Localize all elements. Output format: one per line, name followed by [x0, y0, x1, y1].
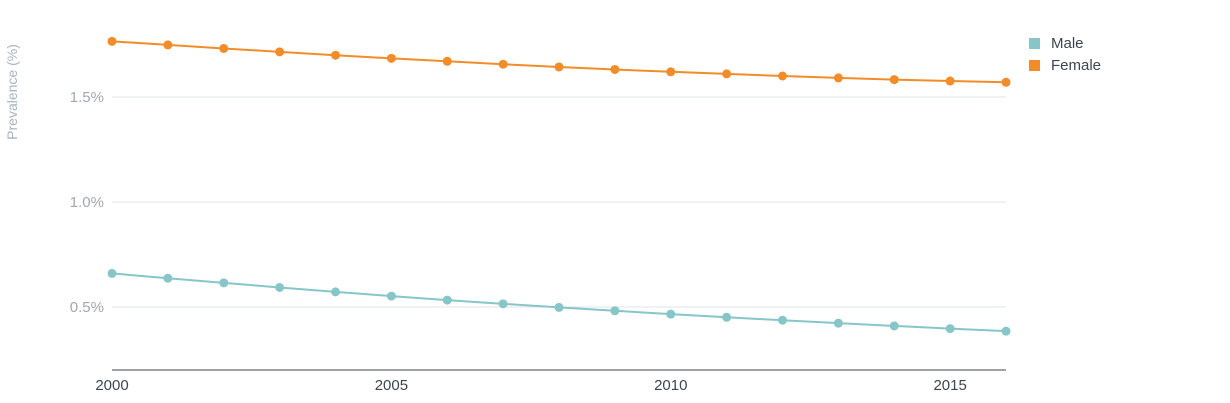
data-point-female[interactable]	[778, 71, 787, 81]
series-group	[107, 36, 1011, 336]
data-point-male[interactable]	[498, 299, 508, 309]
data-point-male[interactable]	[889, 321, 899, 331]
x-tick-label: 2005	[375, 377, 408, 394]
x-tick-label: 2015	[933, 377, 966, 394]
data-point-male[interactable]	[275, 282, 285, 292]
data-point-male[interactable]	[778, 315, 787, 325]
data-point-female[interactable]	[833, 73, 843, 83]
legend-label-female[interactable]: Female	[1051, 57, 1101, 74]
data-point-female[interactable]	[554, 62, 564, 72]
x-tick-label: 2010	[654, 377, 687, 394]
series-line-female	[111, 40, 1007, 84]
y-tick-label: 1.5%	[70, 89, 104, 106]
legend-swatch-female	[1029, 60, 1040, 71]
data-point-female[interactable]	[107, 36, 117, 46]
data-point-female[interactable]	[163, 40, 173, 50]
legend-label-male[interactable]: Male	[1051, 35, 1084, 52]
data-point-male[interactable]	[331, 287, 340, 297]
series-line-male	[111, 272, 1007, 333]
legend: Male Female	[1029, 35, 1101, 74]
data-point-female[interactable]	[442, 56, 452, 66]
data-point-male[interactable]	[163, 273, 173, 283]
x-axis-ticks: 2000 2005 2010 2015	[95, 377, 967, 394]
data-point-male[interactable]	[1001, 326, 1011, 336]
data-point-male[interactable]	[386, 291, 396, 301]
data-point-male[interactable]	[945, 324, 955, 334]
data-point-female[interactable]	[722, 69, 732, 79]
x-tick-label: 2000	[95, 377, 128, 394]
data-point-female[interactable]	[498, 59, 508, 69]
data-point-female[interactable]	[331, 50, 340, 60]
data-point-female[interactable]	[1001, 77, 1011, 87]
data-point-female[interactable]	[889, 75, 899, 85]
data-point-female[interactable]	[666, 67, 676, 77]
legend-swatch-male	[1029, 38, 1040, 49]
data-point-female[interactable]	[386, 53, 396, 63]
data-point-male[interactable]	[833, 318, 843, 328]
gridlines	[112, 96, 1006, 308]
data-point-male[interactable]	[442, 295, 452, 305]
data-point-male[interactable]	[722, 312, 732, 322]
data-point-male[interactable]	[610, 306, 620, 316]
data-point-female[interactable]	[610, 64, 620, 74]
data-point-female[interactable]	[219, 43, 229, 53]
y-axis-label: Prevalence (%)	[4, 44, 20, 140]
data-point-female[interactable]	[275, 47, 285, 57]
data-point-female[interactable]	[945, 76, 955, 86]
data-point-male[interactable]	[219, 278, 229, 288]
data-point-male[interactable]	[666, 309, 676, 319]
data-point-male[interactable]	[107, 268, 117, 278]
data-point-male[interactable]	[554, 302, 564, 312]
y-tick-label: 1.0%	[70, 194, 104, 211]
y-tick-label: 0.5%	[70, 299, 104, 316]
y-axis-ticks: 0.5% 1.0% 1.5%	[70, 89, 104, 316]
